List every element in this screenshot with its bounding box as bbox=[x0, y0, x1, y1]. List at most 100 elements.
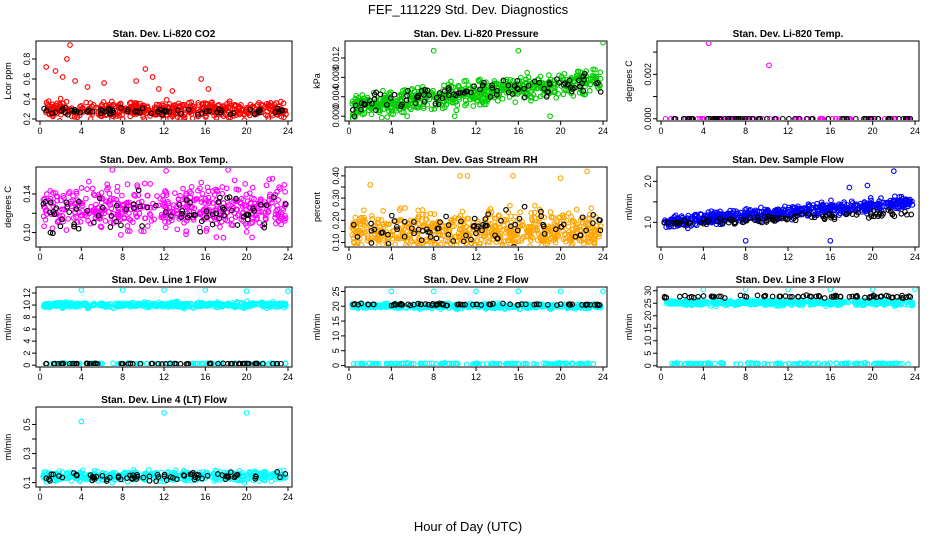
data-point bbox=[561, 70, 568, 77]
outlier-point bbox=[367, 181, 374, 188]
data-point bbox=[352, 243, 359, 246]
data-point bbox=[410, 361, 417, 366]
data-point bbox=[568, 360, 575, 366]
reference-point bbox=[233, 195, 239, 202]
data-point bbox=[415, 207, 422, 214]
reference-point bbox=[433, 94, 440, 101]
plot-frame bbox=[344, 286, 608, 368]
reference-point bbox=[500, 300, 506, 307]
data-point bbox=[424, 242, 430, 246]
data-point bbox=[198, 199, 205, 205]
data-point bbox=[228, 221, 235, 228]
data-point bbox=[361, 360, 368, 366]
reference-point bbox=[209, 211, 216, 218]
data-point bbox=[797, 206, 803, 212]
data-point bbox=[579, 90, 586, 97]
reference-point bbox=[167, 360, 173, 366]
data-point bbox=[459, 208, 466, 215]
data-point bbox=[186, 99, 192, 106]
reference-point bbox=[358, 106, 364, 113]
data-point bbox=[380, 106, 387, 113]
reference-point bbox=[159, 361, 165, 366]
x-tick-label: 4 bbox=[389, 252, 394, 262]
reference-point bbox=[358, 100, 365, 106]
data-point bbox=[372, 232, 378, 239]
chart-title: Stan. Dev. Li-820 Pressure bbox=[414, 29, 539, 40]
x-tick-label: 0 bbox=[658, 252, 663, 262]
data-point bbox=[147, 204, 154, 211]
data-point bbox=[354, 237, 361, 244]
data-point bbox=[278, 98, 284, 105]
data-point bbox=[576, 235, 582, 241]
data-point bbox=[540, 235, 547, 242]
data-point bbox=[393, 360, 400, 366]
figure-x-label: Hour of Day (UTC) bbox=[414, 519, 522, 534]
reference-point bbox=[230, 110, 237, 117]
reference-point bbox=[457, 301, 464, 308]
outlier-point bbox=[225, 168, 231, 173]
y-axis-label: degrees C bbox=[3, 186, 13, 228]
reference-point bbox=[60, 360, 67, 366]
data-point bbox=[281, 182, 288, 188]
data-point bbox=[47, 195, 54, 202]
data-point bbox=[377, 304, 384, 311]
outlier-point bbox=[155, 86, 162, 92]
data-point bbox=[83, 99, 90, 106]
x-tick-label: 12 bbox=[471, 252, 481, 262]
data-point bbox=[363, 224, 370, 231]
data-point bbox=[397, 235, 403, 242]
outlier-point bbox=[705, 42, 712, 47]
data-point bbox=[147, 113, 153, 119]
data-point bbox=[217, 224, 223, 230]
data-point bbox=[393, 107, 400, 114]
reference-point bbox=[531, 301, 537, 308]
data-point bbox=[549, 361, 556, 366]
data-point bbox=[181, 219, 187, 226]
data-point bbox=[138, 198, 145, 205]
data-point bbox=[83, 195, 89, 202]
data-point bbox=[491, 78, 498, 84]
data-point bbox=[504, 361, 511, 366]
data-point bbox=[281, 114, 287, 120]
data-point bbox=[465, 215, 472, 222]
data-point bbox=[533, 361, 540, 366]
data-point bbox=[232, 102, 239, 108]
data-point bbox=[165, 303, 172, 309]
y-tick-label: 0.4 bbox=[22, 93, 32, 106]
data-point bbox=[202, 100, 209, 107]
data-point bbox=[415, 215, 422, 222]
reference-point bbox=[84, 207, 91, 214]
data-point bbox=[446, 361, 453, 366]
data-point bbox=[235, 212, 241, 219]
y-axis-label: ml/min bbox=[624, 314, 634, 341]
reference-point bbox=[841, 115, 848, 120]
data-point bbox=[378, 114, 385, 120]
data-point bbox=[77, 212, 84, 219]
data-point bbox=[369, 216, 376, 222]
data-point bbox=[121, 214, 128, 221]
data-point bbox=[534, 227, 541, 234]
reference-point bbox=[567, 301, 574, 308]
data-point bbox=[822, 205, 829, 212]
x-tick-label: 12 bbox=[783, 252, 793, 262]
data-point bbox=[243, 191, 250, 198]
data-point bbox=[119, 116, 126, 120]
data-point bbox=[206, 301, 213, 308]
data-point bbox=[178, 106, 185, 113]
chart-title: Stan. Dev. Sample Flow bbox=[732, 155, 844, 166]
data-point bbox=[212, 207, 219, 214]
reference-point bbox=[908, 211, 915, 218]
data-point bbox=[194, 196, 200, 202]
reference-point bbox=[349, 107, 356, 113]
data-point bbox=[508, 213, 514, 220]
data-point bbox=[583, 361, 590, 366]
data-point bbox=[520, 360, 527, 366]
data-point bbox=[130, 219, 136, 225]
data-point bbox=[350, 360, 357, 366]
data-point bbox=[592, 74, 599, 81]
data-point bbox=[270, 301, 277, 308]
reference-point bbox=[257, 107, 263, 113]
